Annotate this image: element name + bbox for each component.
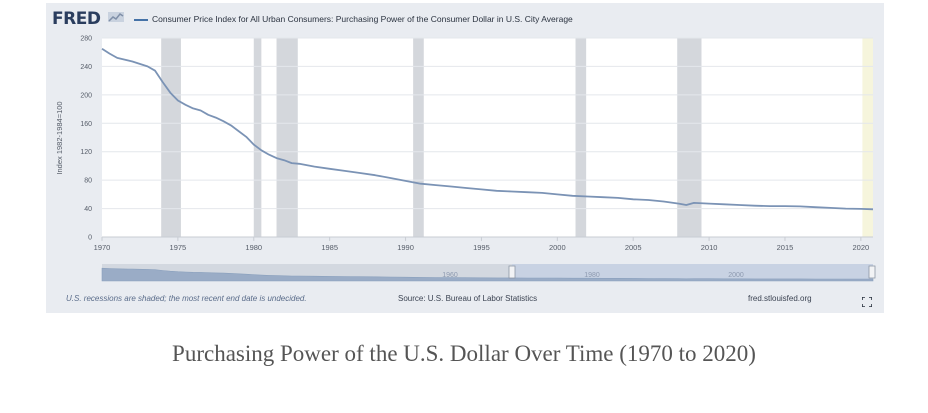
purchasing-power-line[interactable] — [101, 47, 874, 211]
y-tick-labels: 0 40 80 120 160 200 240 280 — [80, 36, 92, 242]
recession-band-3 — [413, 38, 424, 237]
recession-band-5 — [677, 38, 702, 237]
y-tick-label: 120 — [80, 149, 92, 156]
navigator-right-handle[interactable] — [868, 265, 876, 279]
recession-band-0 — [161, 38, 181, 237]
x-tick-labels: 1970 1975 1980 1985 1990 1995 2000 2005 2010 2015… — [94, 237, 870, 252]
undecided-recession-band — [862, 38, 873, 237]
x-tick-label: 1970 — [94, 243, 111, 252]
navigator-left-handle[interactable] — [508, 265, 516, 279]
x-tick-label: 2015 — [777, 243, 794, 252]
x-tick-label: 2000 — [549, 243, 566, 252]
navigator-label: 1960 — [442, 272, 458, 279]
recession-band-4 — [575, 38, 587, 237]
navigator-labels: 1960 1980 2000 — [442, 272, 744, 279]
y-tick-label: 160 — [80, 121, 92, 128]
fred-logo[interactable]: FRED — [52, 9, 101, 29]
y-tick-label: 40 — [84, 206, 92, 213]
chart-canvas: 0 40 80 120 160 200 240 280 1970 1975 1980 1985 199… — [55, 36, 876, 282]
navigator-series-area — [101, 267, 874, 282]
figure-caption: Purchasing Power of the U.S. Dollar Over… — [172, 341, 756, 366]
legend-line-swatch — [134, 18, 148, 21]
y-tick-label: 240 — [80, 64, 92, 71]
y-tick-label: 80 — [84, 178, 92, 185]
recession-band-2 — [276, 38, 298, 237]
x-tick-label: 2005 — [625, 243, 642, 252]
x-tick-label: 1985 — [321, 243, 338, 252]
source-note: Source: U.S. Bureau of Labor Statistics — [398, 294, 538, 303]
x-tick-label: 2020 — [853, 243, 870, 252]
fred-logo-graph-icon — [108, 12, 124, 22]
y-gridlines — [102, 37, 873, 210]
x-tick-label: 1995 — [473, 243, 490, 252]
legend-series-label[interactable]: Consumer Price Index for All Urban Consu… — [152, 14, 573, 24]
recession-note: U.S. recessions are shaded; the most rec… — [66, 294, 307, 303]
y-tick-label: 280 — [80, 36, 92, 43]
x-tick-label: 1975 — [170, 243, 187, 252]
site-link[interactable]: fred.stlouisfed.org — [748, 294, 812, 303]
navigator-label: 2000 — [728, 272, 744, 279]
x-tick-label: 2010 — [701, 243, 718, 252]
y-tick-label: 200 — [80, 92, 92, 99]
range-navigator[interactable]: 1960 1980 2000 — [101, 264, 876, 282]
navigator-label: 1980 — [584, 272, 600, 279]
plot-area — [102, 38, 873, 237]
recession-band-1 — [253, 38, 262, 237]
x-tick-label: 1980 — [245, 243, 262, 252]
y-tick-label: 0 — [88, 235, 92, 242]
fred-chart-panel: FRED Consumer Price Index for All Urban … — [46, 3, 884, 313]
navigator-selected-range — [512, 264, 873, 281]
x-tick-label: 1990 — [397, 243, 414, 252]
fullscreen-expand-icon[interactable] — [862, 297, 872, 307]
chart-legend: Consumer Price Index for All Urban Consu… — [134, 14, 573, 24]
y-axis-label: Index 1982-1984=100 — [55, 101, 64, 174]
